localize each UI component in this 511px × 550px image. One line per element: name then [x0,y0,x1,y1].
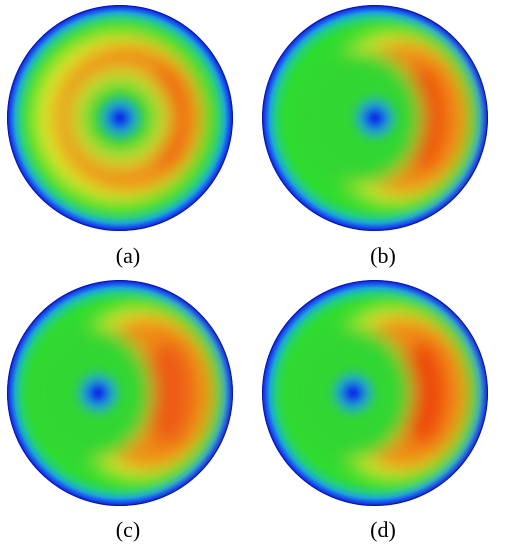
heatmap-disk [7,280,233,506]
spot-blue [342,382,364,404]
hot-zone [288,305,473,481]
heatmap-disk [262,280,488,506]
heatmap-disk [7,5,233,231]
cold-spot [333,373,373,413]
spot-blue [109,107,131,129]
cold-spot [355,98,395,138]
spot-blue [87,382,109,404]
disk-edge [7,5,233,231]
panels [7,5,488,506]
panel-label: (c) [116,517,140,542]
heatmap-disk [262,5,488,231]
hot-zone [28,305,218,481]
panel-label: (d) [370,517,396,542]
cold-spot [78,373,118,413]
panel-label: (b) [370,243,396,268]
crescent-red [144,341,192,445]
crescent-red [399,341,447,445]
disk-edge [262,5,488,231]
disk-edge [262,280,488,506]
disk-edge [7,280,233,506]
spot-blue [364,107,386,129]
cold-spot [100,98,140,138]
panel-label: (a) [116,243,140,268]
